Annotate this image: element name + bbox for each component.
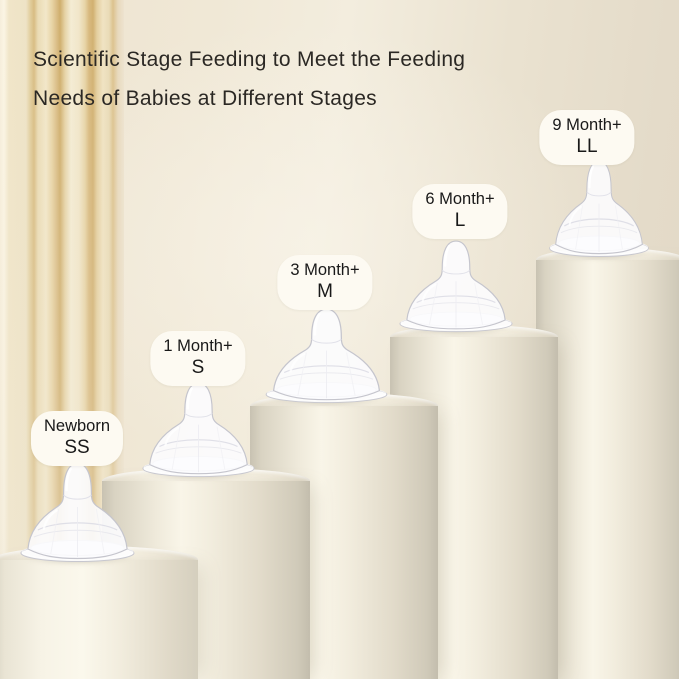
stage-size-text: S <box>191 357 205 378</box>
pedestal-body <box>0 560 198 679</box>
stage-age-text: 3 Month+ <box>290 261 360 279</box>
stage-age-text: 1 Month+ <box>163 337 233 355</box>
pedestal-5 <box>536 248 679 679</box>
stage-size-text: LL <box>576 136 598 157</box>
page-title: Scientific Stage Feeding to Meet the Fee… <box>33 40 465 118</box>
stage-size-text: M <box>317 281 333 302</box>
stage-label-3-month: 3 Month+ M <box>277 255 373 310</box>
title-line-2: Needs of Babies at Different Stages <box>33 87 377 110</box>
pedestal-body <box>536 260 679 679</box>
stage-age-text: Newborn <box>43 417 111 435</box>
stage-label-1-month: 1 Month+ S <box>150 331 246 386</box>
stage-label-6-month: 6 Month+ L <box>412 184 508 239</box>
bottle-nipple-graphic <box>18 457 137 563</box>
stage-label-newborn: Newborn SS <box>30 411 124 466</box>
stage-label-9-month: 9 Month+ LL <box>539 110 635 165</box>
pedestal-1 <box>0 546 198 679</box>
stage-age-text: 6 Month+ <box>425 190 495 208</box>
stage-age-text: 9 Month+ <box>552 116 622 134</box>
stage-size-text: SS <box>64 437 90 458</box>
stage-size-text: L <box>454 210 466 231</box>
title-line-1: Scientific Stage Feeding to Meet the Fee… <box>33 48 466 71</box>
